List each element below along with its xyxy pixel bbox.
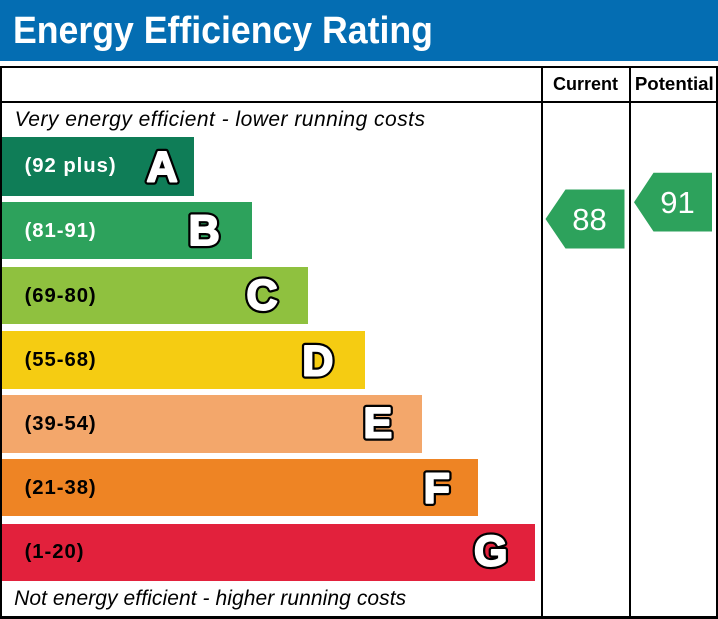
- svg-text:E: E: [364, 400, 393, 448]
- svg-text:C: C: [246, 271, 277, 319]
- svg-text:D: D: [302, 337, 333, 385]
- svg-text:A: A: [147, 143, 178, 191]
- svg-text:88: 88: [572, 202, 606, 237]
- svg-text:C: C: [246, 271, 277, 319]
- svg-text:F: F: [424, 465, 450, 513]
- svg-text:G: G: [474, 528, 507, 576]
- svg-text:E: E: [364, 400, 393, 448]
- svg-text:B: B: [189, 207, 220, 255]
- svg-text:G: G: [474, 528, 507, 576]
- svg-text:91: 91: [660, 185, 694, 220]
- svg-text:F: F: [424, 465, 450, 513]
- svg-text:D: D: [302, 337, 333, 385]
- svg-text:B: B: [189, 207, 220, 255]
- svg-text:A: A: [147, 143, 178, 191]
